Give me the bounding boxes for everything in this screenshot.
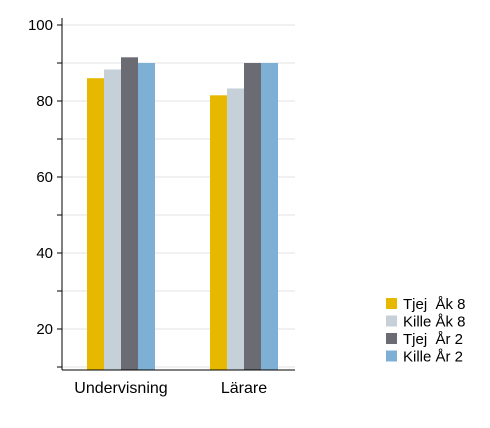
y-axis-ticks: 20 40 60 80 100 <box>28 17 62 368</box>
legend-label: Kille År 2 <box>403 349 463 366</box>
bar-l-rare-series-3 <box>261 63 278 370</box>
legend-swatch <box>386 315 397 327</box>
bar-undervisning-series-1 <box>104 69 121 371</box>
bar-undervisning-series-0 <box>87 78 104 370</box>
legend-label: Kille Åk 8 <box>403 314 466 331</box>
legend-swatch <box>386 298 397 309</box>
x-axis-categories: Undervisning Lärare <box>74 380 267 397</box>
y-tick-label: 60 <box>36 169 53 186</box>
legend-label: Tjej Åk 8 <box>403 296 466 313</box>
x-category-label: Lärare <box>221 380 267 397</box>
x-category-label: Undervisning <box>74 380 167 397</box>
bar-l-rare-series-1 <box>227 88 244 371</box>
bar-undervisning-series-3 <box>138 63 155 370</box>
legend-swatch <box>386 333 397 344</box>
y-tick-label: 100 <box>28 17 53 34</box>
y-tick-label: 40 <box>36 245 53 262</box>
axes <box>61 18 295 371</box>
legend-swatch <box>386 350 397 362</box>
bar-undervisning-series-2 <box>121 57 138 371</box>
bars <box>87 57 278 371</box>
y-tick-label: 20 <box>36 321 53 338</box>
legend-label: Tjej År 2 <box>403 331 463 348</box>
bar-l-rare-series-2 <box>244 63 261 370</box>
y-tick-label: 80 <box>36 93 53 110</box>
bar-l-rare-series-0 <box>210 95 227 371</box>
